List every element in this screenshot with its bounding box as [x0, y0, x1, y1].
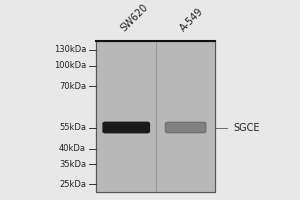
- FancyBboxPatch shape: [103, 122, 149, 133]
- Text: 70kDa: 70kDa: [59, 82, 86, 91]
- Text: A-549: A-549: [178, 6, 206, 33]
- FancyBboxPatch shape: [166, 122, 206, 133]
- Text: 55kDa: 55kDa: [59, 123, 86, 132]
- Text: SGCE: SGCE: [233, 123, 260, 133]
- Text: 25kDa: 25kDa: [59, 180, 86, 189]
- Text: 40kDa: 40kDa: [59, 144, 86, 153]
- Text: 100kDa: 100kDa: [54, 61, 86, 70]
- Text: 35kDa: 35kDa: [59, 160, 86, 169]
- Text: SW620: SW620: [119, 2, 150, 33]
- Text: 130kDa: 130kDa: [54, 45, 86, 54]
- Bar: [97, 41, 215, 192]
- Bar: [97, 41, 215, 192]
